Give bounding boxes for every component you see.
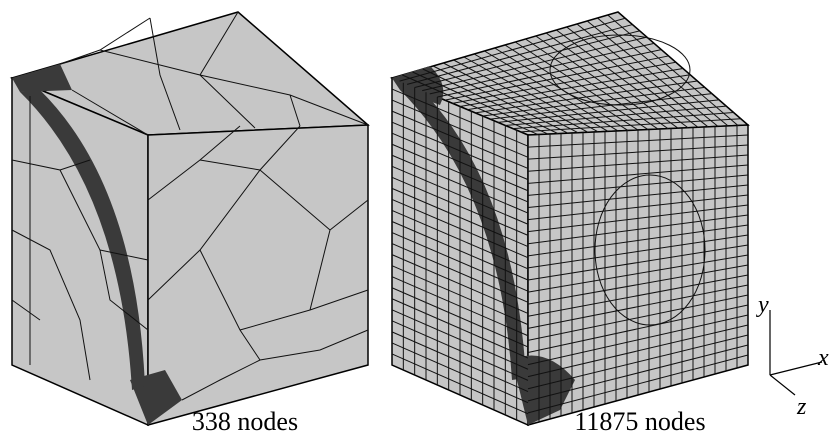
x-arrow (770, 362, 822, 375)
left-face (12, 78, 148, 425)
z-label: z (796, 394, 807, 420)
caption: 338 nodes (192, 407, 298, 436)
axis-triad (770, 310, 822, 395)
x-label: x (817, 345, 829, 371)
z-arrow (770, 375, 795, 395)
figure: 338 nodes 11875 nodes y x z (0, 0, 832, 441)
y-label: y (756, 292, 769, 318)
caption: 11875 nodes (574, 407, 705, 436)
coarse-mesh-cube (12, 12, 368, 425)
fine-mesh-cube (392, 12, 748, 425)
